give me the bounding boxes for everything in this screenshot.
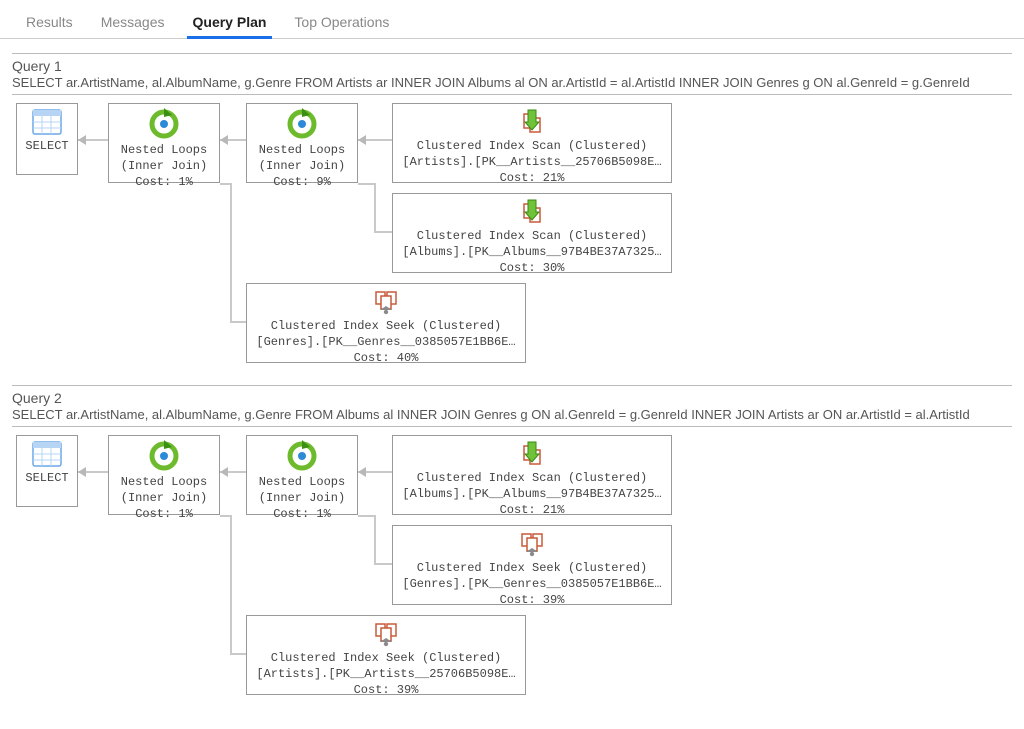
plan-node-scan-artists[interactable]: Clustered Index Scan (Clustered) [Artist…	[392, 103, 672, 183]
arrow-icon	[220, 467, 228, 477]
tab-messages[interactable]: Messages	[87, 8, 179, 38]
plan-node-seek-genres[interactable]: Clustered Index Seek (Clustered) [Genres…	[246, 283, 526, 363]
arrow-icon	[358, 467, 366, 477]
index-seek-icon	[370, 288, 402, 316]
index-scan-icon	[516, 198, 548, 226]
tab-top-operations[interactable]: Top Operations	[280, 8, 403, 38]
tab-query-plan[interactable]: Query Plan	[179, 8, 281, 38]
tab-results[interactable]: Results	[12, 8, 87, 38]
query-2-title: Query 2	[12, 385, 1012, 406]
loop-icon	[286, 440, 318, 472]
index-scan-icon	[516, 440, 548, 468]
query-2-plan: SELECT Nested Loops (Inner Join) Cost: 1…	[12, 435, 1012, 695]
node-label: SELECT	[23, 138, 71, 154]
plan-node-nested-loops-1[interactable]: Nested Loops (Inner Join) Cost: 1%	[108, 103, 220, 183]
arrow-icon	[358, 135, 366, 145]
query-1-title: Query 1	[12, 53, 1012, 74]
query-1-sql: SELECT ar.ArtistName, al.AlbumName, g.Ge…	[12, 75, 1012, 95]
arrow-icon	[220, 135, 228, 145]
arrow-icon	[78, 135, 86, 145]
query-2-sql: SELECT ar.ArtistName, al.AlbumName, g.Ge…	[12, 407, 1012, 427]
loop-icon	[286, 108, 318, 140]
index-seek-icon	[516, 530, 548, 558]
query-2-section: Query 2 SELECT ar.ArtistName, al.AlbumNa…	[0, 373, 1024, 705]
query-1-section: Query 1 SELECT ar.ArtistName, al.AlbumNa…	[0, 41, 1024, 373]
table-icon	[31, 440, 63, 468]
index-seek-icon	[370, 620, 402, 648]
plan-node-seek-genres[interactable]: Clustered Index Seek (Clustered) [Genres…	[392, 525, 672, 605]
query-1-plan: SELECT Nested Loops (Inner Join) Cost: 1…	[12, 103, 1012, 363]
plan-node-select[interactable]: SELECT	[16, 435, 78, 507]
loop-icon	[148, 440, 180, 472]
plan-node-select[interactable]: SELECT	[16, 103, 78, 175]
plan-node-scan-albums[interactable]: Clustered Index Scan (Clustered) [Albums…	[392, 435, 672, 515]
plan-node-seek-artists[interactable]: Clustered Index Seek (Clustered) [Artist…	[246, 615, 526, 695]
plan-node-nested-loops-1[interactable]: Nested Loops (Inner Join) Cost: 1%	[108, 435, 220, 515]
loop-icon	[148, 108, 180, 140]
plan-node-nested-loops-2[interactable]: Nested Loops (Inner Join) Cost: 9%	[246, 103, 358, 183]
arrow-icon	[78, 467, 86, 477]
plan-node-nested-loops-2[interactable]: Nested Loops (Inner Join) Cost: 1%	[246, 435, 358, 515]
table-icon	[31, 108, 63, 136]
plan-node-scan-albums[interactable]: Clustered Index Scan (Clustered) [Albums…	[392, 193, 672, 273]
index-scan-icon	[516, 108, 548, 136]
tab-bar: Results Messages Query Plan Top Operatio…	[0, 0, 1024, 39]
